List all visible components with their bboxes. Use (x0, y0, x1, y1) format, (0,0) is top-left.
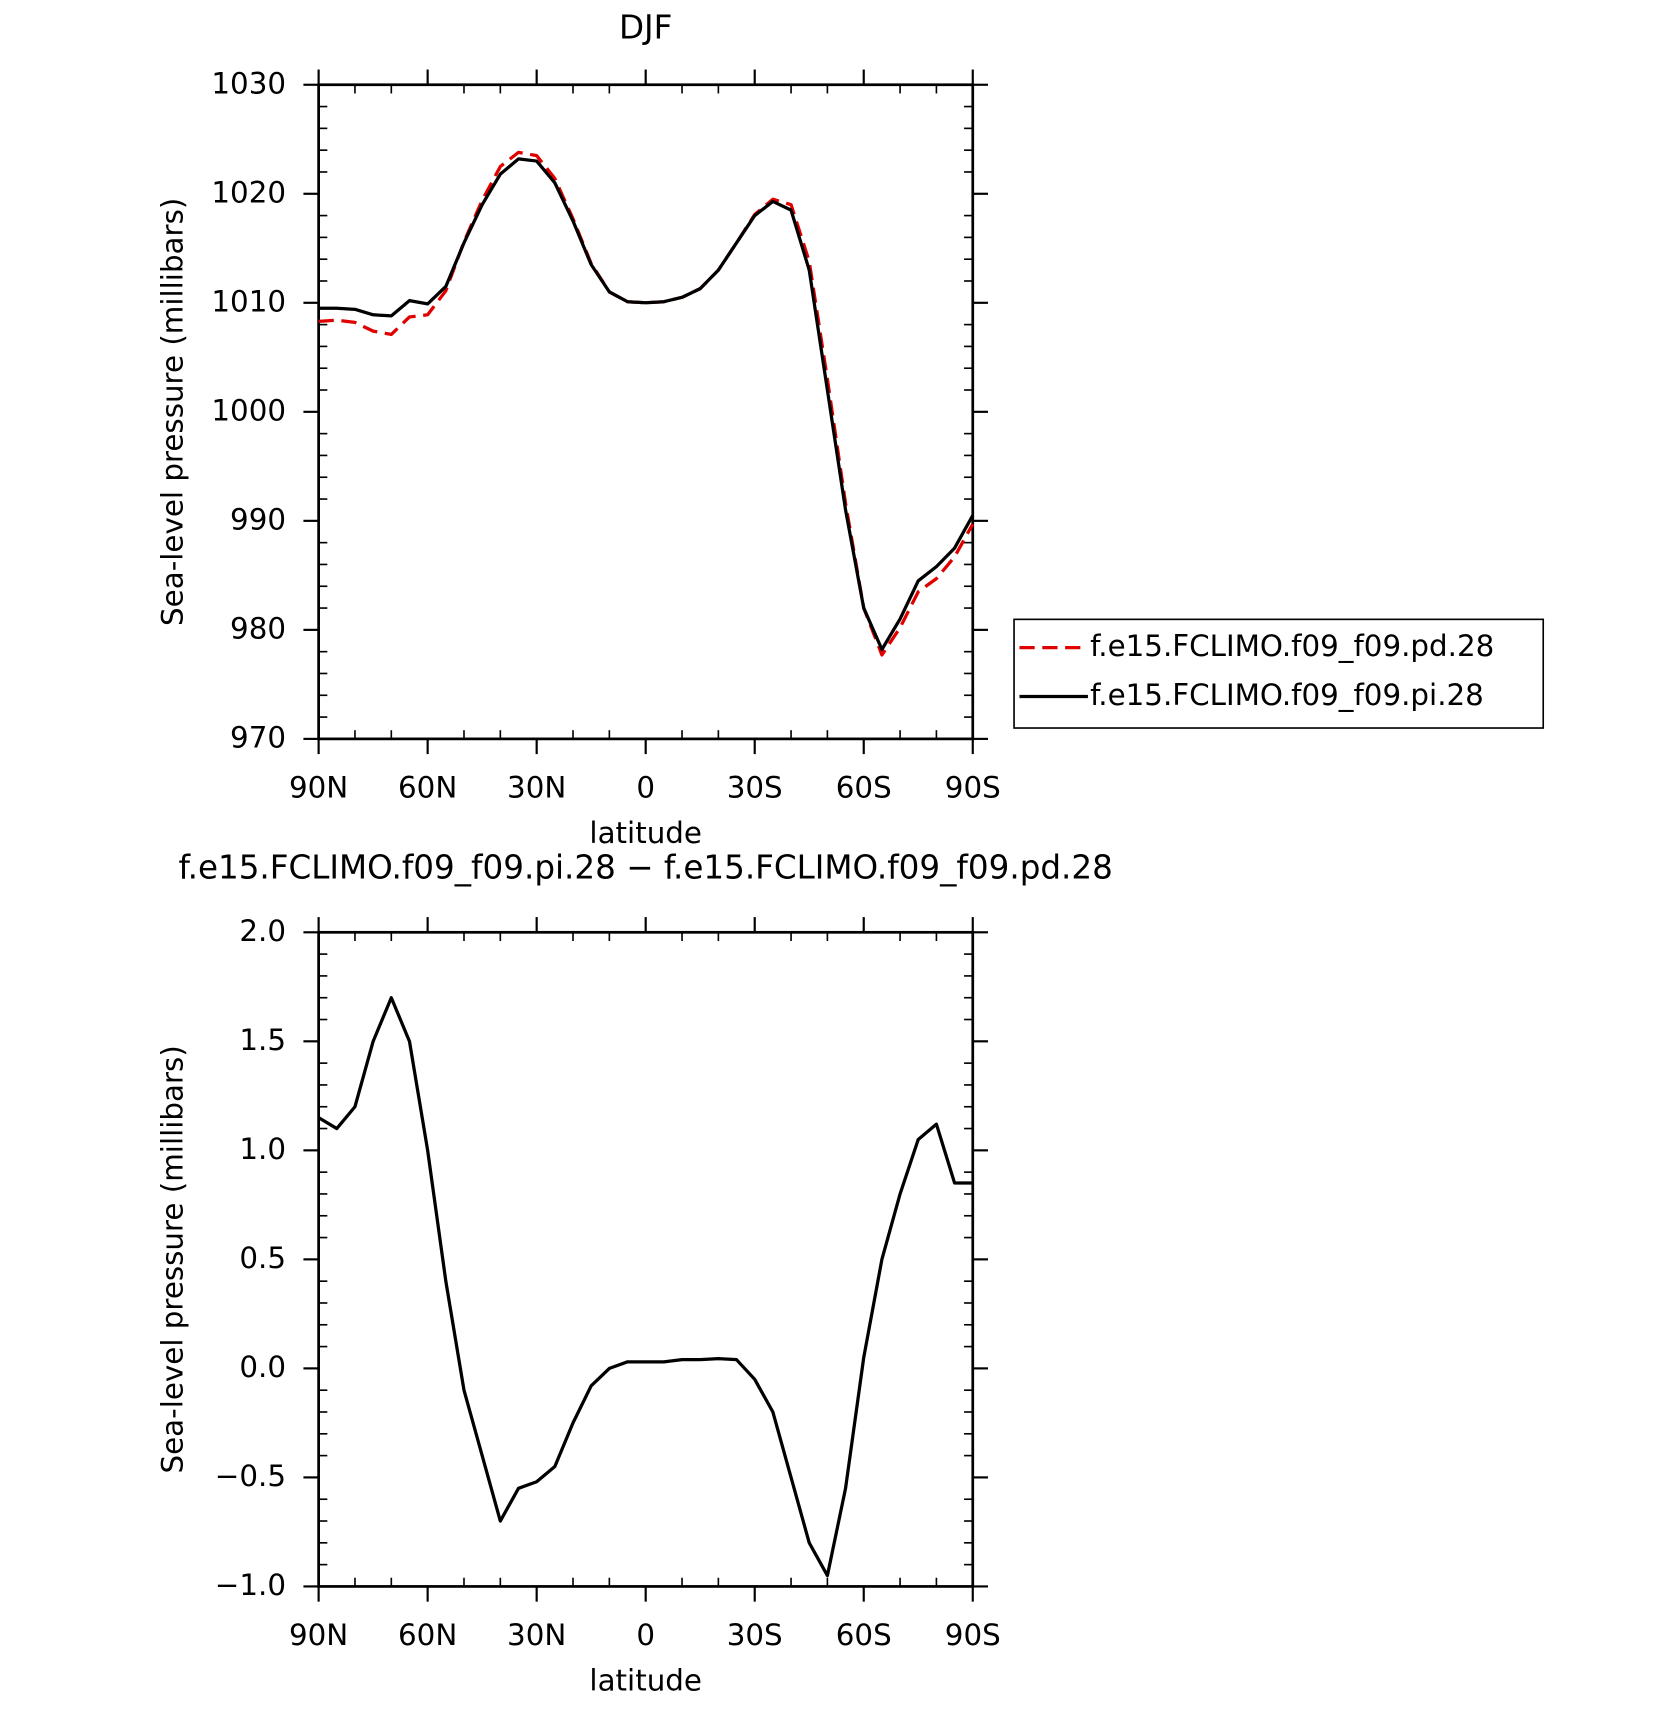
y-tick-label: −0.5 (215, 1459, 286, 1493)
series-line (317, 996, 973, 1578)
y-tick-label: 990 (230, 502, 286, 536)
x-tick-label: 0 (636, 770, 655, 804)
x-tick-label: 30N (507, 1618, 566, 1652)
legend-label: f.e15.FCLIMO.f09_f09.pi.28 (1090, 678, 1484, 712)
y-tick-label: 1030 (211, 66, 286, 100)
x-tick-label: 0 (636, 1618, 655, 1652)
y-axis-label: Sea-level pressure (millibars) (156, 198, 190, 626)
y-tick-label: 1020 (211, 175, 286, 209)
y-tick-label: 2.0 (239, 914, 286, 948)
x-tick-label: 30N (507, 770, 566, 804)
y-tick-label: 980 (230, 611, 286, 645)
plot-frame (317, 83, 975, 741)
plot-frame (317, 930, 975, 1588)
x-tick-label: 90S (945, 770, 1001, 804)
series-line (318, 150, 975, 657)
x-tick-label: 30S (727, 770, 783, 804)
y-tick-label: 1.0 (239, 1132, 286, 1166)
x-tick-label: 60S (836, 770, 892, 804)
legend-box (1013, 618, 1545, 729)
y-tick-label: 0.0 (239, 1350, 286, 1384)
x-tick-label: 90N (289, 770, 348, 804)
y-tick-label: 970 (230, 720, 286, 754)
y-tick-label: 1.5 (239, 1023, 286, 1057)
x-tick-label: 90S (945, 1618, 1001, 1652)
x-tick-label: 90N (289, 1618, 348, 1652)
x-tick-label: 60N (398, 1618, 457, 1652)
x-axis-label: latitude (589, 816, 702, 850)
x-tick-label: 30S (727, 1618, 783, 1652)
x-axis-label: latitude (589, 1664, 702, 1698)
x-tick-label: 60N (398, 770, 457, 804)
x-tick-label: 60S (836, 1618, 892, 1652)
y-tick-label: 0.5 (239, 1241, 286, 1275)
series-line (318, 157, 975, 652)
chart-title: f.e15.FCLIMO.f09_f09.pi.28 − f.e15.FCLIM… (178, 848, 1112, 886)
y-tick-label: 1000 (211, 393, 286, 427)
y-tick-label: 1010 (211, 284, 286, 318)
y-tick-label: −1.0 (215, 1568, 286, 1602)
y-axis-label: Sea-level pressure (millibars) (156, 1045, 190, 1473)
legend-label: f.e15.FCLIMO.f09_f09.pd.28 (1090, 629, 1494, 663)
chart-title: DJF (619, 8, 672, 46)
